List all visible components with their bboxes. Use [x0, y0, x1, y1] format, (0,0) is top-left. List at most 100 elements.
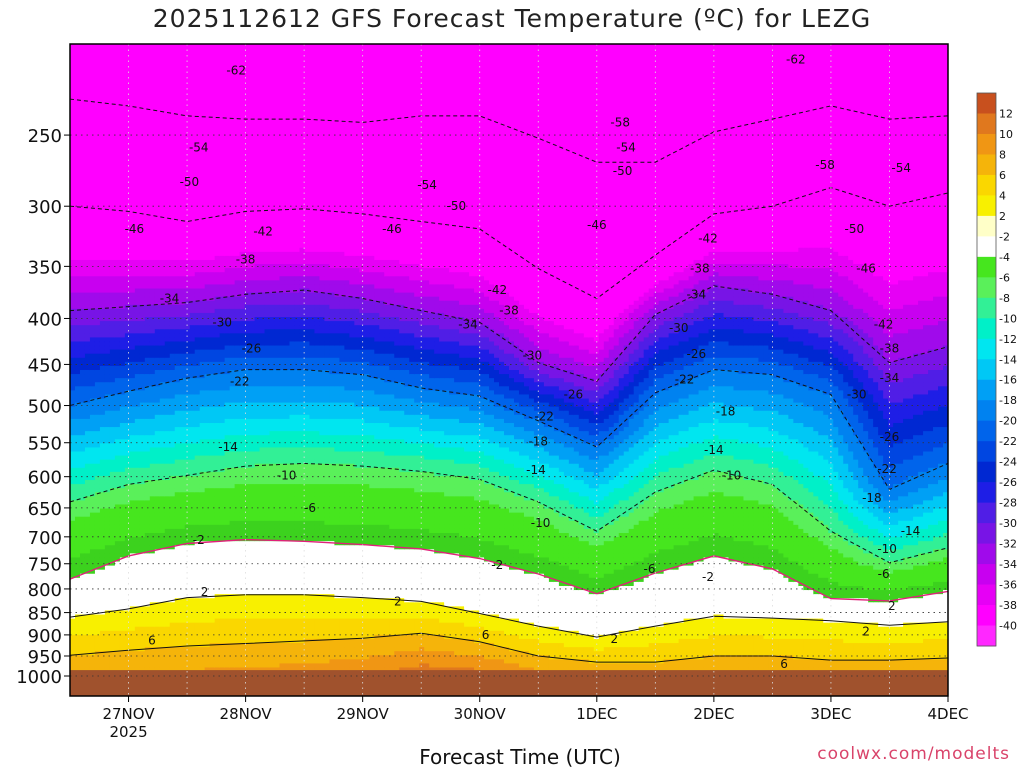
heat-cell: [150, 496, 156, 501]
heat-cell: [155, 109, 161, 114]
heat-cell: [175, 468, 181, 473]
heat-cell: [125, 541, 131, 546]
heat-cell: [135, 582, 141, 587]
heat-cell: [130, 240, 136, 245]
heat-cell: [165, 284, 171, 289]
heat-cell: [70, 126, 76, 131]
heat-cell: [85, 223, 91, 228]
heat-cell: [165, 68, 171, 73]
heat-cell: [100, 427, 106, 432]
heat-cell: [95, 549, 101, 554]
heat-cell: [95, 293, 101, 298]
heat-cell: [145, 134, 151, 139]
heat-cell: [110, 354, 116, 359]
heat-cell: [130, 619, 136, 624]
heat-cell: [130, 276, 136, 281]
heat-cell: [150, 521, 156, 526]
heat-cell: [70, 268, 76, 273]
heat-cell: [100, 105, 106, 110]
heat-cell: [175, 390, 181, 395]
heat-cell: [70, 301, 76, 306]
heat-cell: [180, 557, 186, 562]
heat-cell: [95, 464, 101, 469]
heat-cell: [165, 537, 171, 542]
heat-cell: [105, 439, 111, 444]
heat-cell: [180, 134, 186, 139]
heat-cell: [70, 154, 76, 159]
heat-cell: [155, 627, 161, 632]
heat-cell: [135, 170, 141, 175]
heat-cell: [95, 130, 101, 135]
heat-cell: [95, 509, 101, 514]
heat-cell: [165, 256, 171, 261]
heat-cell: [180, 146, 186, 151]
heat-cell: [120, 105, 126, 110]
heat-cell: [130, 117, 136, 122]
heat-cell: [120, 52, 126, 57]
heat-cell: [110, 117, 116, 122]
heat-cell: [170, 68, 176, 73]
heat-cell: [150, 105, 156, 110]
heat-cell: [170, 480, 176, 485]
heat-cell: [180, 60, 186, 65]
heat-cell: [140, 537, 146, 542]
heat-cell: [165, 390, 171, 395]
heat-cell: [80, 231, 86, 236]
heat-cell: [110, 48, 116, 53]
heat-cell: [105, 329, 111, 334]
heat-cell: [145, 354, 151, 359]
heat-cell: [120, 77, 126, 82]
heat-cell: [80, 509, 86, 514]
heat-cell: [145, 121, 151, 126]
heat-cell: [110, 207, 116, 212]
heat-cell: [95, 472, 101, 477]
heat-cell: [135, 496, 141, 501]
heat-cell: [135, 374, 141, 379]
heat-cell: [165, 443, 171, 448]
heat-cell: [160, 431, 166, 436]
heat-cell: [120, 615, 126, 620]
heat-cell: [100, 488, 106, 493]
heat-cell: [130, 260, 136, 265]
heat-cell: [150, 170, 156, 175]
heat-cell: [100, 460, 106, 465]
heat-cell: [125, 549, 131, 554]
heat-cell: [170, 211, 176, 216]
heat-cell: [70, 566, 76, 571]
heat-cell: [135, 443, 141, 448]
heat-cell: [165, 97, 171, 102]
heat-cell: [150, 81, 156, 86]
heat-cell: [160, 203, 166, 208]
heat-cell: [115, 170, 121, 175]
heat-cell: [155, 178, 161, 183]
heat-cell: [75, 570, 81, 575]
heat-cell: [100, 582, 106, 587]
heat-cell: [165, 386, 171, 391]
heat-cell: [155, 443, 161, 448]
heat-cell: [80, 117, 86, 122]
heat-cell: [140, 276, 146, 281]
heat-cell: [155, 378, 161, 383]
heat-cell: [160, 354, 166, 359]
heat-cell: [160, 117, 166, 122]
heat-cell: [100, 187, 106, 192]
heat-cell: [95, 211, 101, 216]
heat-cell: [180, 333, 186, 338]
heat-cell: [90, 219, 96, 224]
heat-cell: [160, 590, 166, 595]
heat-cell: [110, 211, 116, 216]
heat-cell: [135, 207, 141, 212]
heat-cell: [75, 178, 81, 183]
heat-cell: [150, 627, 156, 632]
heat-cell: [100, 113, 106, 118]
heat-cell: [150, 378, 156, 383]
heat-cell: [135, 460, 141, 465]
heat-cell: [155, 89, 161, 94]
heat-cell: [155, 399, 161, 404]
heat-cell: [75, 293, 81, 298]
heat-cell: [115, 537, 121, 542]
heat-cell: [85, 590, 91, 595]
heat-cell: [100, 590, 106, 595]
heat-cell: [120, 623, 126, 628]
heat-cell: [165, 81, 171, 86]
